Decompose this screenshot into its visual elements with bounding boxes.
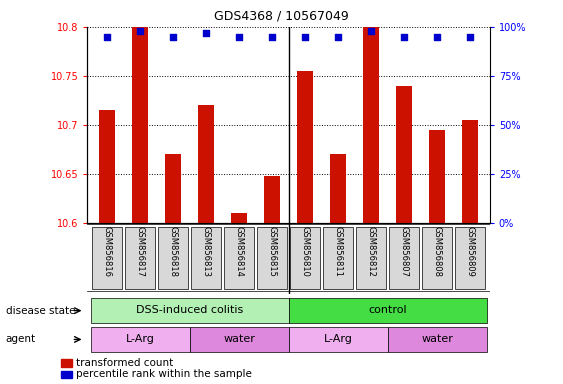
FancyBboxPatch shape xyxy=(323,227,353,290)
Point xyxy=(333,34,342,40)
Bar xyxy=(132,27,148,223)
FancyBboxPatch shape xyxy=(125,227,155,290)
Bar xyxy=(330,154,346,223)
Point xyxy=(235,34,244,40)
Bar xyxy=(165,154,181,223)
FancyBboxPatch shape xyxy=(389,227,419,290)
Point xyxy=(400,34,409,40)
Text: GSM856818: GSM856818 xyxy=(168,226,177,277)
Bar xyxy=(462,120,478,223)
Point xyxy=(202,30,211,36)
Text: water: water xyxy=(421,334,453,344)
FancyBboxPatch shape xyxy=(191,227,221,290)
FancyBboxPatch shape xyxy=(91,298,289,323)
Text: L-Arg: L-Arg xyxy=(126,334,154,344)
Text: GSM856808: GSM856808 xyxy=(432,226,441,277)
Point xyxy=(367,28,376,34)
Text: GSM856815: GSM856815 xyxy=(267,226,276,277)
Bar xyxy=(61,371,72,378)
FancyBboxPatch shape xyxy=(356,227,386,290)
Point xyxy=(136,28,145,34)
Bar xyxy=(396,86,412,223)
Bar xyxy=(198,105,215,223)
Point xyxy=(102,34,111,40)
Text: control: control xyxy=(368,305,407,315)
Point xyxy=(168,34,177,40)
Text: GSM856807: GSM856807 xyxy=(400,226,409,277)
Text: GSM856813: GSM856813 xyxy=(202,226,211,277)
Bar xyxy=(231,213,247,223)
Text: GSM856810: GSM856810 xyxy=(301,226,310,277)
FancyBboxPatch shape xyxy=(190,327,289,352)
Bar xyxy=(429,130,445,223)
Point xyxy=(466,34,475,40)
Text: GSM856809: GSM856809 xyxy=(466,226,475,277)
FancyBboxPatch shape xyxy=(257,227,287,290)
FancyBboxPatch shape xyxy=(290,227,320,290)
Text: water: water xyxy=(223,334,255,344)
Bar xyxy=(99,110,115,223)
Text: GSM856812: GSM856812 xyxy=(367,226,376,277)
Point xyxy=(301,34,310,40)
FancyBboxPatch shape xyxy=(91,327,190,352)
Text: agent: agent xyxy=(6,334,36,344)
Text: GSM856811: GSM856811 xyxy=(333,226,342,277)
Text: DSS-induced colitis: DSS-induced colitis xyxy=(136,305,243,315)
FancyBboxPatch shape xyxy=(455,227,485,290)
Text: GSM856814: GSM856814 xyxy=(235,226,244,277)
FancyBboxPatch shape xyxy=(387,327,486,352)
Bar xyxy=(264,176,280,223)
FancyBboxPatch shape xyxy=(224,227,254,290)
Bar xyxy=(297,71,313,223)
Text: GDS4368 / 10567049: GDS4368 / 10567049 xyxy=(214,10,349,23)
Text: disease state: disease state xyxy=(6,306,75,316)
Text: L-Arg: L-Arg xyxy=(324,334,352,344)
Point xyxy=(267,34,276,40)
Point xyxy=(432,34,441,40)
Text: GSM856816: GSM856816 xyxy=(102,226,111,277)
Text: GSM856817: GSM856817 xyxy=(136,226,145,277)
Text: transformed count: transformed count xyxy=(77,358,173,368)
FancyBboxPatch shape xyxy=(289,327,387,352)
FancyBboxPatch shape xyxy=(289,298,486,323)
FancyBboxPatch shape xyxy=(422,227,452,290)
FancyBboxPatch shape xyxy=(92,227,122,290)
FancyBboxPatch shape xyxy=(158,227,188,290)
Bar xyxy=(61,359,72,367)
Bar xyxy=(363,27,379,223)
Text: percentile rank within the sample: percentile rank within the sample xyxy=(77,369,252,379)
